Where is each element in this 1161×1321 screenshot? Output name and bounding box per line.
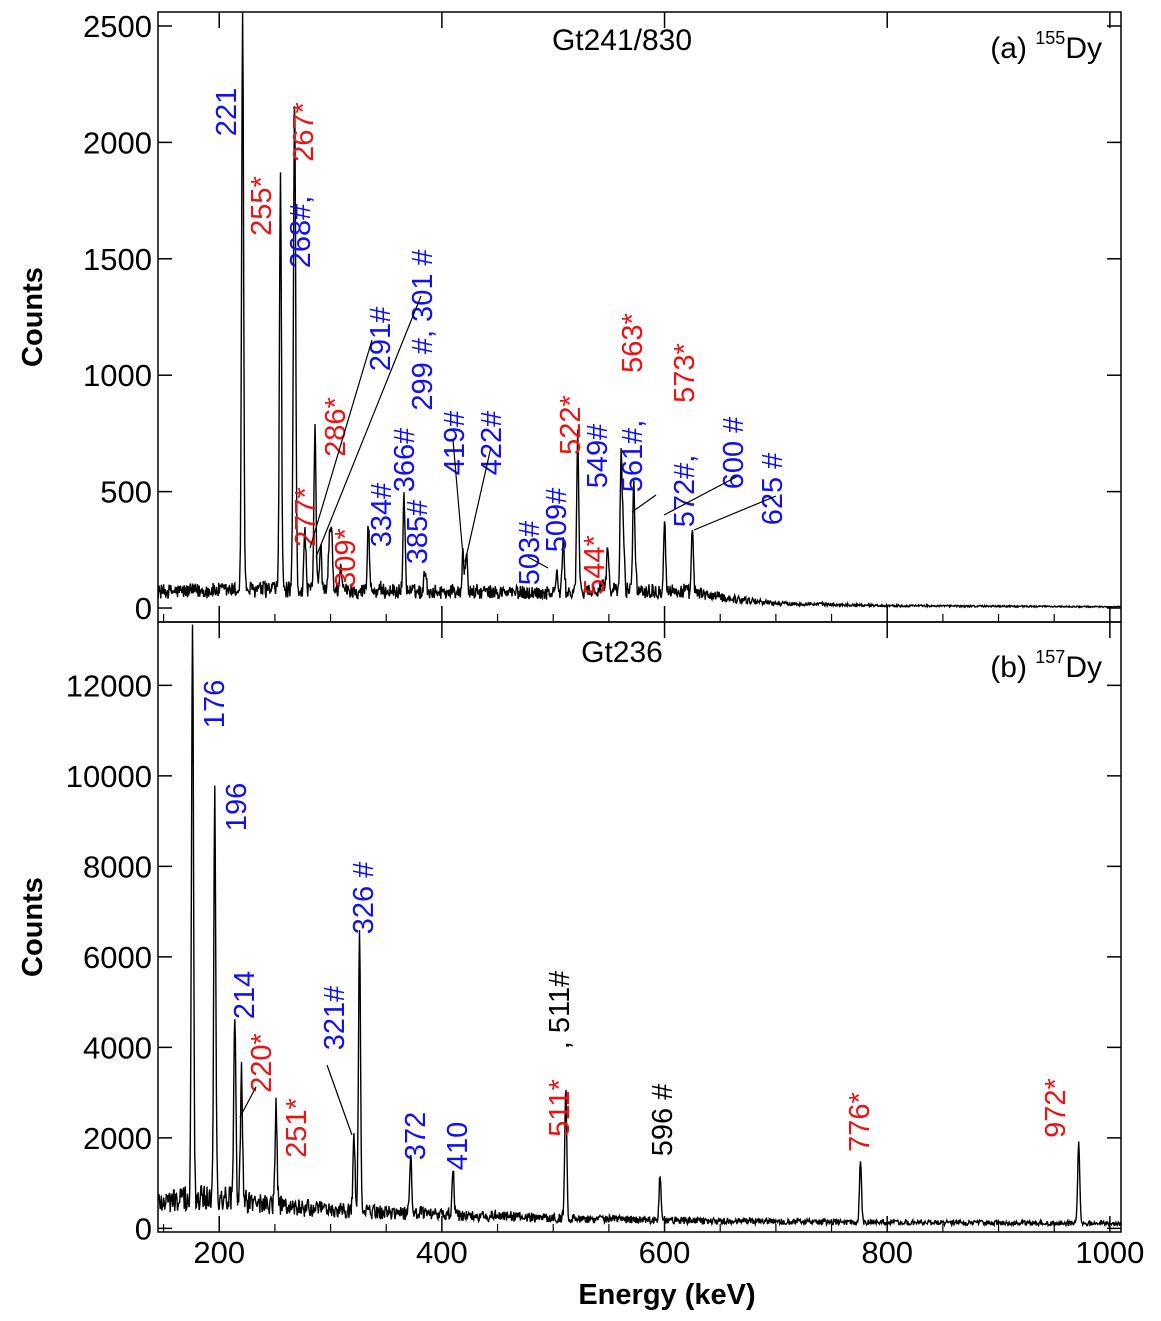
- panel-b-peak-labels: 176 196 214 220*251* 321# 326 # 372 410 511* , 51…: [199, 680, 1072, 1170]
- panel-b-label-element: Dy: [1065, 651, 1102, 684]
- peak-label-a-10: 334#: [366, 483, 398, 548]
- xtick-label-b-400: 400: [416, 1235, 468, 1270]
- peak-label-a-18: 544*: [579, 535, 611, 595]
- peak-label-a-2: 267*: [288, 102, 320, 162]
- ytick-label-a-500: 500: [100, 475, 152, 510]
- peak-label-a-3: 268#,: [285, 196, 317, 269]
- ytick-label-b-10000: 10000: [66, 759, 152, 794]
- panel-b-spectrum: [157, 624, 1122, 1228]
- panel-a-label-prefix: (a): [990, 32, 1035, 65]
- x-axis-label: Energy (keV): [578, 1279, 755, 1311]
- panel-a: 0 500 1000 1500 2000 2500 221 255* 267* 268#, 277…: [17, 9, 1122, 626]
- peak-label-b-3: 220*: [246, 1033, 278, 1093]
- ytick-label-a-0: 0: [135, 591, 152, 626]
- peak-label-b-1: 196: [221, 783, 253, 831]
- peak-label-b-6: 326 #: [348, 862, 380, 935]
- leader-line-a-7: [693, 495, 777, 531]
- panel-b-nucleus-label: (b) 157Dy: [990, 647, 1102, 684]
- peak-label-a-17: 522*: [555, 395, 587, 455]
- xtick-label-b-800: 800: [861, 1235, 913, 1270]
- panel-a-axes: 0 500 1000 1500 2000 2500: [83, 9, 1121, 626]
- peak-label-a-21: 563*: [617, 313, 649, 373]
- peak-label-b-2: 214: [229, 971, 261, 1019]
- leader-line-b-1: [239, 1086, 257, 1118]
- peak-label-a-16: 509#: [541, 488, 573, 553]
- peak-label-a-11: 366#: [389, 428, 421, 493]
- peak-label-b-10: , 511#: [544, 971, 576, 1049]
- xtick-label-b-200: 200: [193, 1235, 245, 1270]
- peak-label-a-19: 549#: [582, 424, 614, 489]
- panel-a-nucleus-label: (a) 155Dy: [990, 28, 1102, 65]
- panel-b-title: Gt236: [581, 636, 663, 669]
- peak-label-a-5: 286*: [320, 397, 352, 457]
- panel-a-title: Gt241/830: [552, 24, 692, 57]
- ytick-label-a-2000: 2000: [83, 125, 152, 160]
- leader-line-a-4: [527, 556, 549, 569]
- panel-a-peak-labels: 221 255* 267* 268#, 277* 286* 291# 299 #, 301 #…: [211, 88, 789, 595]
- peak-label-a-14: 422#: [476, 411, 508, 476]
- peak-label-b-11: 596 #: [647, 1084, 679, 1157]
- panel-b-axes: 0 2000 4000 6000 8000 10000 12000 200 400 600 800 1…: [66, 622, 1144, 1270]
- panel-b-label-prefix: (b): [990, 651, 1035, 684]
- peak-label-a-23: 573*: [669, 343, 701, 403]
- peak-label-a-1: 255*: [246, 176, 278, 236]
- peak-label-a-9: 309*: [330, 528, 362, 588]
- peak-label-a-6: 291#: [365, 307, 397, 372]
- panel-a-ylabel: Counts: [17, 267, 49, 367]
- ytick-label-b-0: 0: [135, 1211, 152, 1246]
- xtick-label-b-600: 600: [639, 1235, 691, 1270]
- peak-label-b-5: 321#: [319, 986, 351, 1051]
- leader-line-a-0: [309, 339, 373, 549]
- peak-label-a-7: 299 #, 301 #: [407, 249, 439, 410]
- peak-label-b-13: 972*: [1040, 1078, 1072, 1138]
- ytick-label-a-2500: 2500: [83, 9, 152, 44]
- panel-a-label-element: Dy: [1065, 32, 1102, 65]
- peak-label-a-0: 221: [211, 88, 243, 136]
- peak-label-b-7: 372: [400, 1112, 432, 1160]
- spectrum-line-a: [157, 11, 1122, 609]
- ytick-label-b-4000: 4000: [83, 1030, 152, 1065]
- panel-b: 0 2000 4000 6000 8000 10000 12000 200 400 600 800 1…: [17, 621, 1144, 1270]
- leader-line-a-5: [631, 494, 657, 513]
- peak-label-a-25: 625 #: [757, 453, 789, 526]
- ytick-label-b-2000: 2000: [83, 1121, 152, 1156]
- ytick-label-b-8000: 8000: [83, 849, 152, 884]
- ytick-label-a-1500: 1500: [83, 242, 152, 277]
- panel-b-frame: [157, 621, 1122, 1233]
- leader-line-a-3: [464, 446, 492, 563]
- peak-label-b-0: 176: [199, 680, 231, 728]
- ytick-label-b-6000: 6000: [83, 940, 152, 975]
- peak-label-b-12: 776*: [844, 1092, 876, 1152]
- ytick-label-a-1000: 1000: [83, 358, 152, 393]
- peak-label-a-20: 561#,: [617, 420, 649, 493]
- peak-label-a-22: 572#,: [669, 455, 701, 528]
- peak-label-b-8: 410: [442, 1122, 474, 1170]
- panel-a-label-mass: 155: [1035, 28, 1065, 48]
- peak-label-a-12: 385#: [402, 500, 434, 565]
- spectrum-line-b: [157, 624, 1122, 1228]
- panel-b-label-mass: 157: [1035, 647, 1065, 667]
- peak-label-a-24: 600 #: [718, 417, 750, 490]
- peak-label-b-4: 251*: [281, 1098, 313, 1158]
- leader-line-a-6: [663, 475, 739, 516]
- peak-label-b-9: 511*: [544, 1079, 576, 1137]
- leader-line-a-2: [452, 439, 464, 557]
- leader-line-b-0: [326, 1064, 353, 1136]
- peak-label-a-4: 277*: [290, 487, 322, 547]
- ytick-label-b-12000: 12000: [66, 668, 152, 703]
- peak-label-a-15: 503#: [514, 521, 546, 586]
- leader-line-a-1: [315, 295, 422, 558]
- panel-a-spectrum: [157, 11, 1122, 609]
- xtick-label-b-1000: 1000: [1075, 1235, 1144, 1270]
- panel-b-ylabel: Counts: [17, 877, 49, 977]
